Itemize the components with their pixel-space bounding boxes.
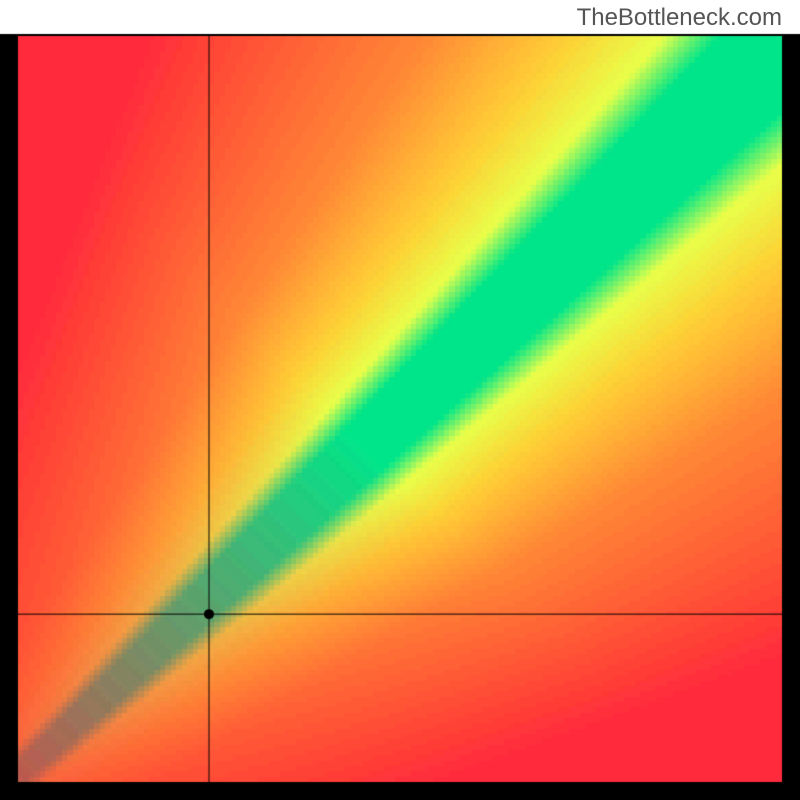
heatmap-canvas [0,0,800,800]
watermark-text: TheBottleneck.com [577,4,782,32]
chart-container: TheBottleneck.com [0,0,800,800]
